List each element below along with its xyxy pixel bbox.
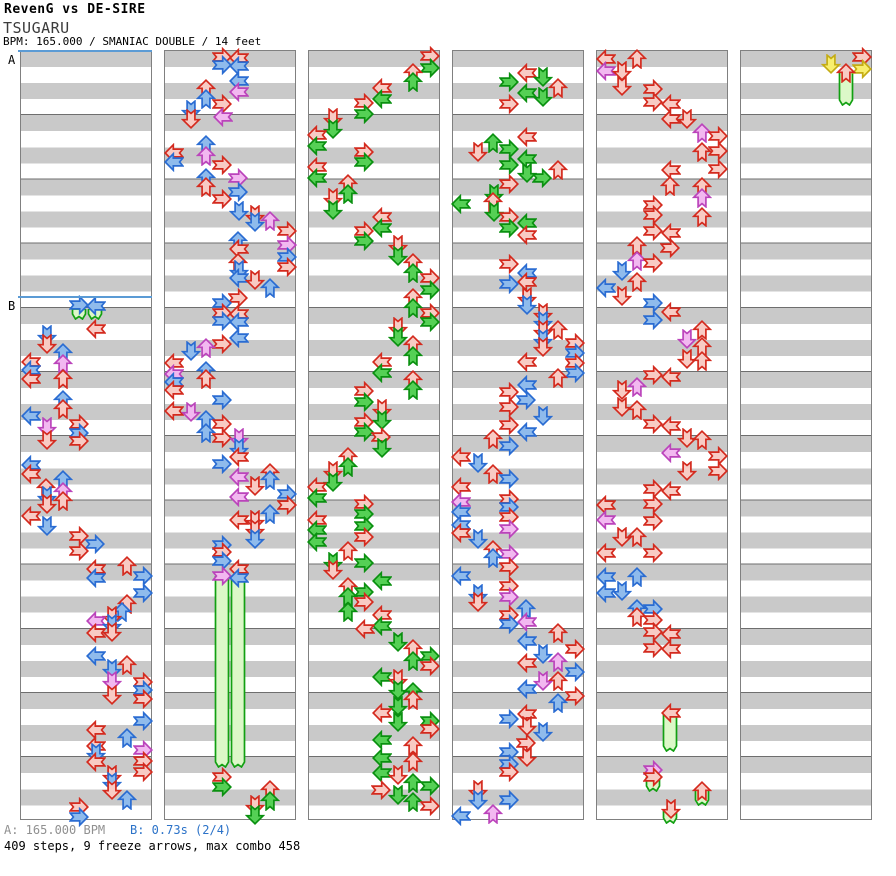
chart-column-3 (308, 50, 440, 820)
stop-segment-b-label: B: 0.73s (2/4) (130, 823, 232, 837)
song-title: TSUGARU (3, 19, 70, 37)
chart-stats: 409 steps, 9 freeze arrows, max combo 45… (4, 839, 301, 853)
segment-b-line (18, 296, 152, 298)
segment-b-label: B (8, 299, 16, 313)
bpm-segment-a-label: A: 165.000 BPM (4, 823, 106, 837)
chart-difficulty-info: BPM: 165.000 / SMANIAC DOUBLE / 14 feet (3, 35, 262, 48)
chart-column-6 (740, 50, 872, 820)
chart-column-1 (20, 50, 152, 820)
segment-a-line (18, 50, 152, 52)
chart-column-2 (164, 50, 296, 820)
segment-a-label: A (8, 53, 16, 67)
chart-column-4 (452, 50, 584, 820)
song-artist: RevenG vs DE-SIRE (4, 2, 146, 17)
chart-column-5 (596, 50, 728, 820)
